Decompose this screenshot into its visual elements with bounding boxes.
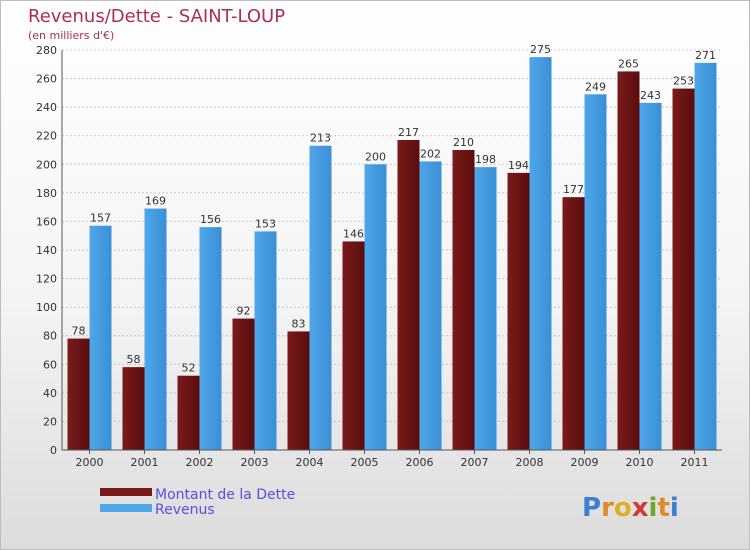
y-tick-label: 160 bbox=[36, 215, 57, 228]
data-label: 217 bbox=[398, 126, 419, 139]
data-label: 271 bbox=[695, 49, 716, 62]
logo-letter: i bbox=[670, 493, 679, 523]
data-label: 243 bbox=[640, 89, 661, 102]
x-tick-label: 2005 bbox=[351, 456, 379, 469]
bar-revenus-2009 bbox=[584, 94, 607, 451]
y-tick-label: 180 bbox=[36, 187, 57, 200]
bar-revenus-2007 bbox=[474, 167, 497, 450]
bar-dette-2009 bbox=[562, 197, 585, 450]
bar-dette-2004 bbox=[287, 331, 310, 450]
bar-dette-2005 bbox=[342, 241, 365, 450]
y-tick-label: 240 bbox=[36, 101, 57, 114]
bar-revenus-2000 bbox=[89, 225, 112, 450]
x-tick-label: 2008 bbox=[516, 456, 544, 469]
bar-dette-2006 bbox=[397, 140, 420, 450]
x-axis: 2000 2001 2002 2003 2004 2005 2006 2007 2008 2009… bbox=[62, 449, 722, 469]
x-tick-label: 2001 bbox=[131, 456, 159, 469]
bar-revenus-2004 bbox=[309, 145, 332, 450]
y-tick-label: 0 bbox=[50, 444, 57, 457]
bar-revenus-2008 bbox=[529, 57, 552, 451]
y-tick-label: 140 bbox=[36, 244, 57, 257]
logo-letter: o bbox=[614, 493, 632, 523]
chart-title: Revenus/Dette - SAINT-LOUP bbox=[28, 6, 285, 27]
logo-letter: P bbox=[582, 493, 601, 523]
data-label: 200 bbox=[365, 150, 386, 163]
bar-dette-2002 bbox=[177, 375, 200, 450]
x-tick-label: 2011 bbox=[681, 456, 709, 469]
data-label: 157 bbox=[90, 212, 111, 225]
x-tick-label: 2009 bbox=[571, 456, 599, 469]
y-tick-label: 260 bbox=[36, 73, 57, 86]
y-tick-label: 220 bbox=[36, 130, 57, 143]
data-label: 52 bbox=[182, 362, 196, 375]
bar-dette-2000 bbox=[67, 338, 90, 450]
bar-revenus-2011 bbox=[694, 62, 717, 450]
x-tick-label: 2010 bbox=[626, 456, 654, 469]
x-tick-label: 2006 bbox=[406, 456, 434, 469]
data-label: 265 bbox=[618, 57, 639, 70]
data-label: 213 bbox=[310, 132, 331, 145]
data-label: 202 bbox=[420, 147, 441, 160]
x-tick-label: 2007 bbox=[461, 456, 489, 469]
data-label: 177 bbox=[563, 183, 584, 196]
data-label: 83 bbox=[292, 317, 306, 330]
y-axis: 0 20 40 60 80 100 120 140 160 180 200 220 240 260 280 bbox=[36, 44, 63, 457]
y-tick-label: 80 bbox=[43, 330, 57, 343]
bar-dette-2003 bbox=[232, 318, 255, 450]
logo-letter: t bbox=[657, 493, 669, 523]
y-tick-label: 120 bbox=[36, 273, 57, 286]
data-label: 58 bbox=[127, 353, 141, 366]
data-label: 169 bbox=[145, 195, 166, 208]
proxiti-logo: Proxiti bbox=[582, 493, 679, 523]
bar-revenus-2003 bbox=[254, 231, 277, 450]
data-label: 249 bbox=[585, 80, 606, 93]
x-tick-label: 2002 bbox=[186, 456, 214, 469]
data-label: 198 bbox=[475, 153, 496, 166]
y-tick-label: 60 bbox=[43, 358, 57, 371]
bar-dette-2007 bbox=[452, 150, 475, 450]
data-label: 253 bbox=[673, 75, 694, 88]
bar-revenus-2010 bbox=[639, 102, 662, 450]
data-label: 146 bbox=[343, 227, 364, 240]
data-label: 194 bbox=[508, 159, 529, 172]
bar-revenus-2002 bbox=[199, 227, 222, 450]
data-label: 92 bbox=[237, 305, 251, 318]
bar-dette-2001 bbox=[122, 367, 145, 450]
legend-label-revenus: Revenus bbox=[155, 502, 215, 518]
legend: Montant de la Dette Revenus bbox=[100, 487, 295, 518]
bar-revenus-2001 bbox=[144, 208, 167, 450]
x-tick-label: 2000 bbox=[76, 456, 104, 469]
y-tick-label: 200 bbox=[36, 158, 57, 171]
bar-revenus-2006 bbox=[419, 161, 442, 450]
data-label: 156 bbox=[200, 213, 221, 226]
bars bbox=[67, 57, 717, 451]
logo-letter: r bbox=[601, 493, 614, 523]
data-label: 78 bbox=[72, 325, 86, 338]
bar-dette-2010 bbox=[617, 71, 640, 450]
logo-letter: i bbox=[649, 493, 658, 523]
y-tick-label: 280 bbox=[36, 44, 57, 57]
bar-dette-2008 bbox=[507, 172, 530, 450]
legend-swatch-dette bbox=[100, 488, 152, 496]
y-tick-label: 40 bbox=[43, 387, 57, 400]
x-tick-label: 2003 bbox=[241, 456, 269, 469]
y-tick-label: 20 bbox=[43, 415, 57, 428]
chart-subtitle: (en milliers d'€) bbox=[28, 29, 114, 42]
data-label: 153 bbox=[255, 217, 276, 230]
logo-letter: x bbox=[632, 493, 649, 523]
bar-dette-2011 bbox=[672, 88, 695, 451]
data-label: 275 bbox=[530, 43, 551, 56]
bar-revenus-2005 bbox=[364, 164, 387, 451]
data-label: 210 bbox=[453, 136, 474, 149]
legend-swatch-revenus bbox=[100, 504, 152, 512]
x-tick-label: 2004 bbox=[296, 456, 324, 469]
legend-label-dette: Montant de la Dette bbox=[155, 487, 295, 503]
y-tick-label: 100 bbox=[36, 301, 57, 314]
